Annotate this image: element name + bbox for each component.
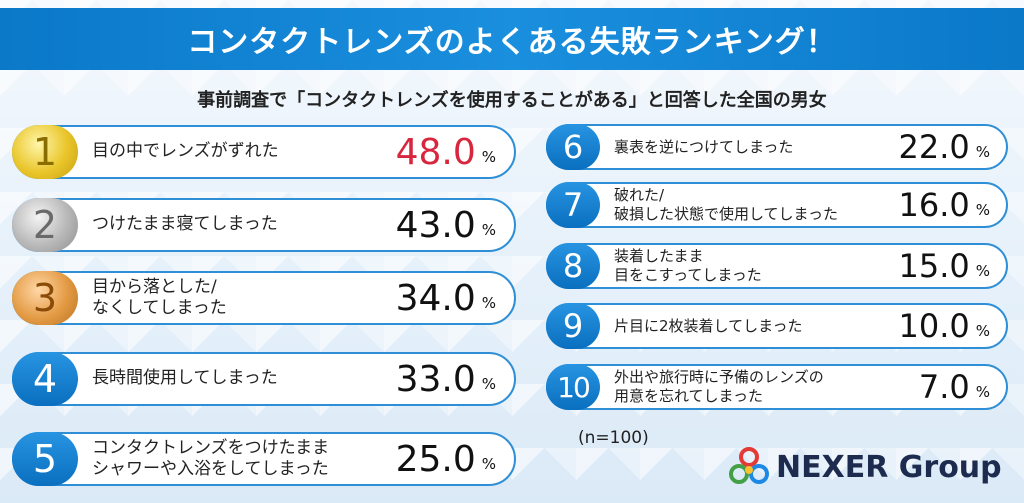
logo-text: NEXER Group (776, 449, 1002, 485)
rank-badge-6: 6 (546, 124, 600, 170)
percent-unit: % (481, 221, 496, 239)
rank-label-9: 片目に2枚装着してしまった (614, 316, 803, 335)
rank-number-4: 33.0 (395, 358, 476, 400)
rank-item-10: 10 外出や旅行時に予備のレンズの 用意を忘れてしまった 7.0% (546, 364, 1008, 410)
rank-badge-9: 9 (546, 303, 600, 349)
logo-ring-top (739, 447, 759, 467)
rank-item-9: 9 片目に2枚装着してしまった 10.0% (546, 303, 1008, 349)
rank-number-9: 10.0 (898, 307, 970, 345)
rank-value-3: 34.0% (396, 273, 496, 323)
percent-unit: % (975, 262, 990, 280)
rank-badge-5: 5 (12, 432, 78, 486)
nexer-logo-icon (729, 447, 769, 484)
rank-number-8: 15.0 (898, 247, 970, 285)
percent-unit: % (481, 455, 496, 473)
title-banner: コンタクトレンズのよくある失敗ランキング！ (0, 8, 1024, 70)
rank-value-4: 33.0% (396, 354, 496, 404)
rank-number-3: 34.0 (395, 277, 476, 319)
rank-item-6: 6 裏表を逆につけてしまった 22.0% (546, 124, 1008, 170)
rank-badge-8: 8 (546, 243, 600, 289)
rank-badge-4: 4 (12, 352, 78, 406)
rank-value-2: 43.0% (396, 200, 496, 250)
percent-unit: % (481, 375, 496, 393)
logo-ring-left (729, 464, 749, 484)
rank-value-9: 10.0% (898, 305, 990, 347)
subtitle: 事前調査で「コンタクトレンズを使用することがある」と回答した全国の男女 (197, 90, 827, 111)
rank-value-1: 48.0% (396, 127, 496, 177)
rank-item-7: 7 破れた/ 破損した状態で使用してしまった 16.0% (546, 182, 1008, 228)
percent-unit: % (975, 383, 990, 401)
rank-badge-3: 3 (12, 271, 78, 325)
nexer-logo: NEXER Group (728, 446, 1002, 488)
percent-unit: % (481, 294, 496, 312)
rank-item-3: 3 目から落とした/ なくしてしまった 34.0% (12, 271, 516, 325)
rank-label-10: 外出や旅行時に予備のレンズの 用意を忘れてしまった (614, 368, 824, 405)
sample-size-note: (n=100) (578, 428, 649, 448)
rank-badge-1: 1 (12, 125, 78, 179)
rank-number-1: 48.0 (395, 131, 476, 173)
rank-item-2: 2 つけたまま寝てしまった 43.0% (12, 198, 516, 252)
rank-value-8: 15.0% (898, 245, 990, 287)
logo-ring-right (749, 464, 769, 484)
rank-item-4: 4 長時間使用してしまった 33.0% (12, 352, 516, 406)
rank-number-5: 25.0 (395, 438, 476, 480)
percent-unit: % (975, 201, 990, 219)
rank-item-5: 5 コンタクトレンズをつけたまま シャワーや入浴をしてしまった 25.0% (12, 432, 516, 486)
rank-number-2: 43.0 (395, 204, 476, 246)
rank-label-7: 破れた/ 破損した状態で使用してしまった (614, 186, 838, 223)
rank-value-10: 7.0% (919, 366, 990, 408)
rank-number-6: 22.0 (898, 128, 970, 166)
rank-label-5: コンタクトレンズをつけたまま シャワーや入浴をしてしまった (92, 437, 330, 479)
percent-unit: % (481, 148, 496, 166)
rank-item-1: 1 目の中でレンズがずれた 48.0% (12, 125, 516, 179)
rank-label-2: つけたまま寝てしまった (92, 214, 278, 235)
rank-label-3: 目から落とした/ なくしてしまった (92, 276, 227, 318)
rank-label-4: 長時間使用してしまった (92, 368, 278, 389)
rank-badge-2: 2 (12, 198, 78, 252)
percent-unit: % (975, 143, 990, 161)
rank-item-8: 8 装着したまま 目をこすってしまった 15.0% (546, 243, 1008, 289)
chart-title: コンタクトレンズのよくある失敗ランキング！ (187, 25, 837, 60)
rank-label-6: 裏表を逆につけてしまった (614, 137, 794, 156)
rank-value-6: 22.0% (898, 126, 990, 168)
rank-value-5: 25.0% (396, 434, 496, 484)
rank-label-8: 装着したまま 目をこすってしまった (614, 247, 762, 284)
rank-badge-7: 7 (546, 182, 600, 228)
rank-badge-10: 10 (546, 364, 600, 410)
rank-value-7: 16.0% (898, 184, 990, 226)
rank-number-10: 7.0 (918, 368, 970, 406)
percent-unit: % (975, 322, 990, 340)
rank-label-1: 目の中でレンズがずれた (92, 141, 279, 162)
rank-number-7: 16.0 (898, 186, 970, 224)
logo-ring-center (745, 466, 753, 474)
